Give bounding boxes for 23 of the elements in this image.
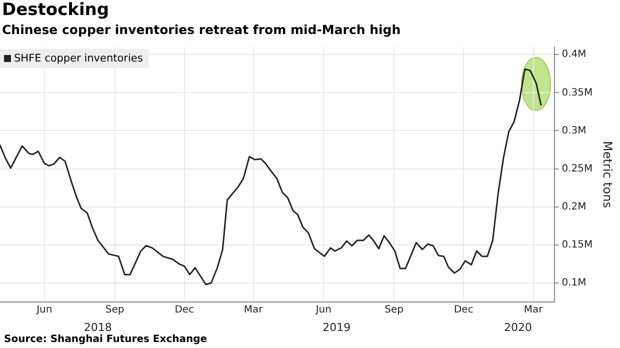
y-tick-label: 0.25M <box>562 163 593 174</box>
y-tick-label: 0.3M <box>562 125 586 136</box>
y-tick-label: 0.15M <box>562 240 593 251</box>
x-tick-label: Mar <box>524 304 544 316</box>
x2-tick-label: 2018 <box>84 320 112 334</box>
x-tick-label: Sep <box>105 304 124 316</box>
y-axis-title: Metric tons <box>600 140 615 208</box>
x-tick-label: Dec <box>174 304 194 316</box>
x2-tick-label: 2020 <box>504 320 532 334</box>
x-tick-label: Sep <box>384 304 404 316</box>
y-tick-label: 0.2M <box>562 201 586 212</box>
x-tick-label: Jun <box>314 304 332 316</box>
y-tick-label: 0.1M <box>562 278 586 289</box>
x-tick-label: Jun <box>36 304 52 316</box>
legend-label: SHFE copper inventories <box>14 52 143 65</box>
x-tick-label: Mar <box>244 304 264 316</box>
x-tick-label: Dec <box>454 304 474 316</box>
y-tick-label: 0.4M <box>562 49 586 60</box>
source-note: Source: Shanghai Futures Exchange <box>4 334 208 345</box>
y-tick-label: 0.35M <box>562 87 593 98</box>
chart-subtitle: Chinese copper inventories retreat from mid-March high <box>2 22 401 37</box>
chart-title: Destocking <box>2 0 110 20</box>
x2-tick-label: 2019 <box>322 320 351 334</box>
